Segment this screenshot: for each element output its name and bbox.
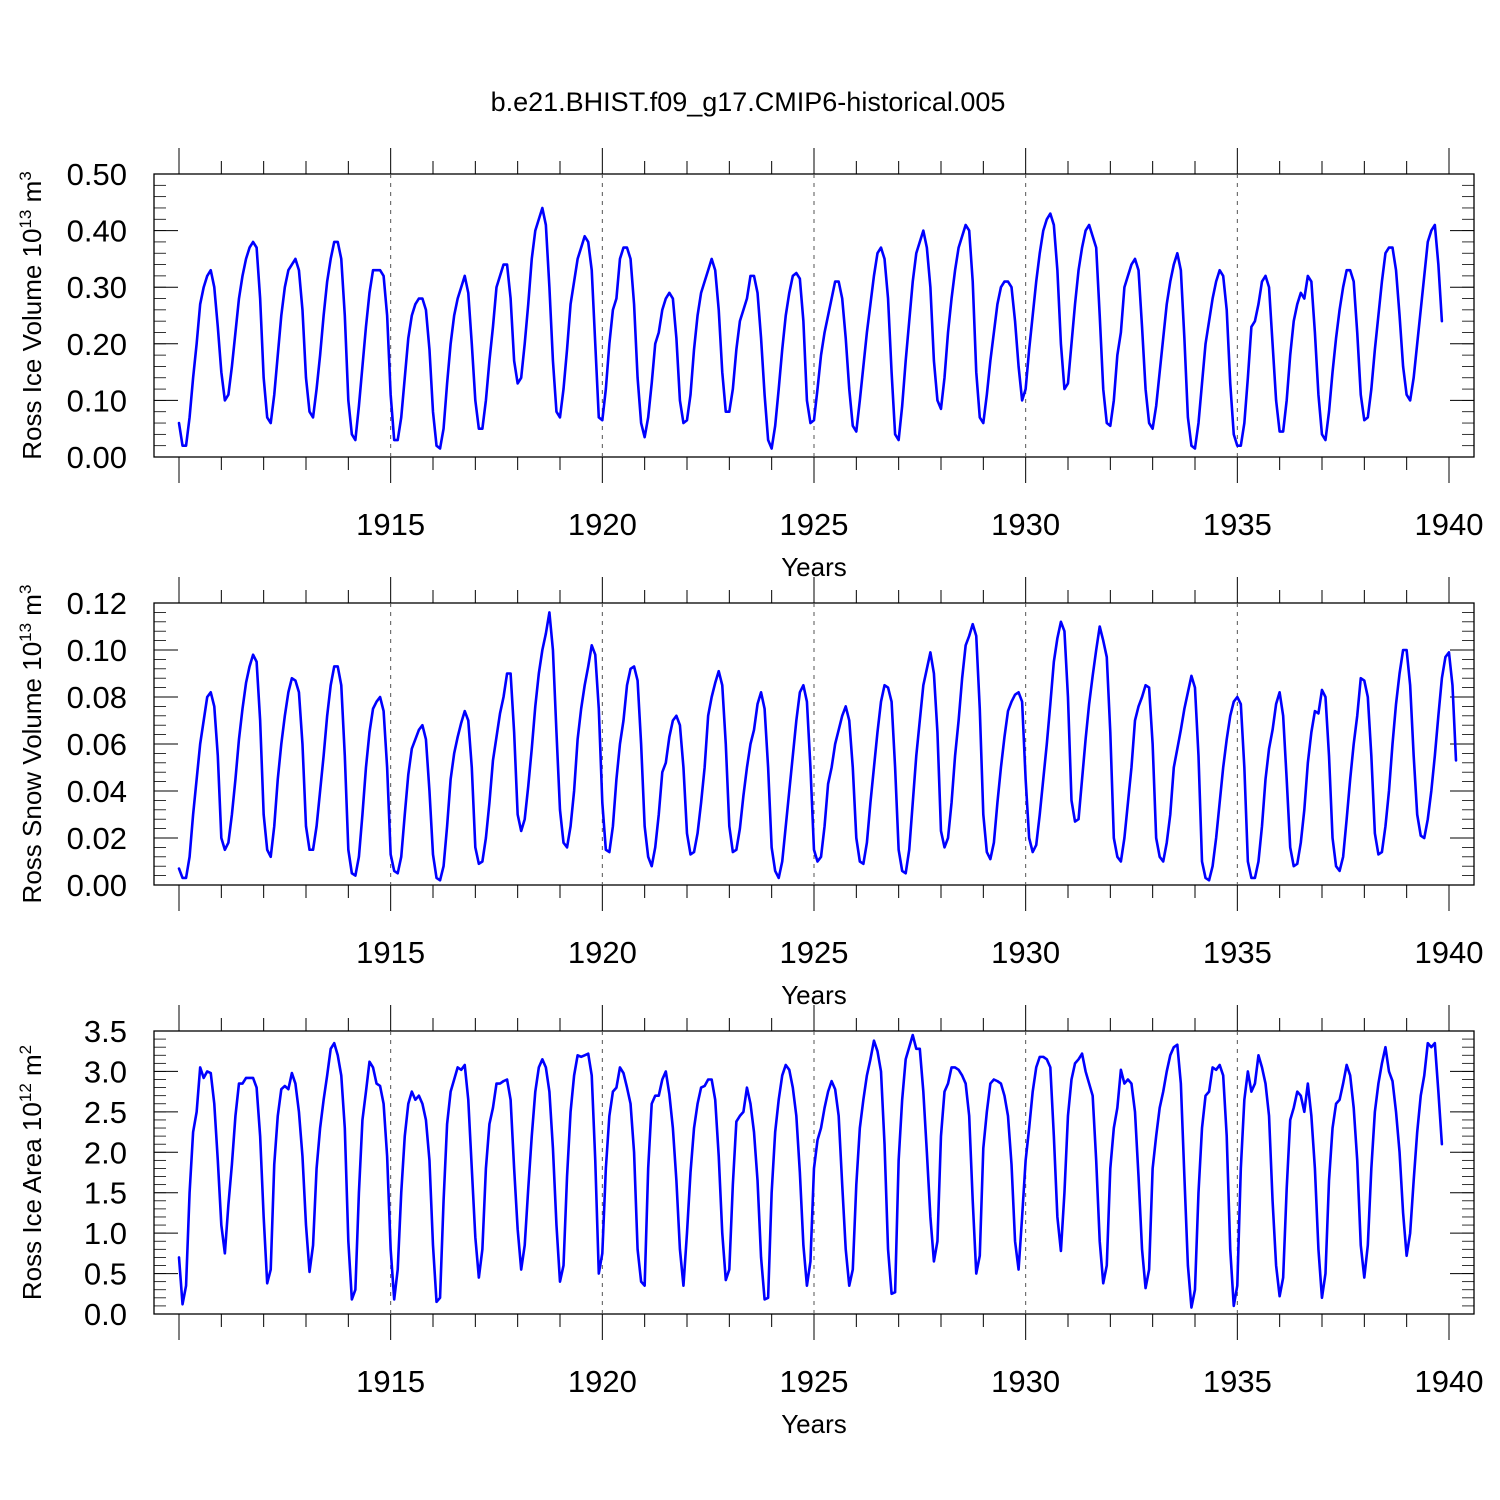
figure-title: b.e21.BHIST.f09_g17.CMIP6-historical.005 <box>491 87 1006 117</box>
y-axis-label: Ross Ice Area 1012 m2 <box>16 1045 47 1300</box>
y-tick-label: 0.0 <box>84 1297 127 1332</box>
y-axis-label-part: Ross Ice Area 10 <box>17 1102 47 1300</box>
y-tick-label: 0.10 <box>67 633 127 668</box>
x-tick-label: 1925 <box>780 507 849 542</box>
x-tick-label: 1920 <box>568 507 637 542</box>
x-tick-label: 1925 <box>780 935 849 970</box>
x-tick-label: 1940 <box>1415 507 1484 542</box>
y-tick-label: 0.50 <box>67 157 127 192</box>
x-tick-label: 1920 <box>568 1364 637 1399</box>
panels: 0.00 0.10 0.20 0.30 0.40 0.50 1915 1920 1925 1930… <box>16 148 1483 1439</box>
chart-panel-2: 0.00 0.02 0.04 0.06 0.08 0.10 0.12 1915 1920 1925… <box>16 577 1483 1010</box>
x-tick-label: 1940 <box>1415 1364 1484 1399</box>
y-axis-label-part: 12 <box>16 1083 35 1102</box>
x-tick-label: 1935 <box>1203 935 1272 970</box>
y-tick-label: 0.00 <box>67 440 127 475</box>
y-tick-label: 0.5 <box>84 1257 127 1292</box>
y-tick-label: 2.0 <box>84 1135 127 1170</box>
y-tick-label: 0.12 <box>67 586 127 621</box>
y-tick-label: 0.00 <box>67 868 127 903</box>
y-axis-label-part: 13 <box>16 210 35 229</box>
x-tick-label: 1915 <box>356 507 425 542</box>
x-tick-label: 1930 <box>991 935 1060 970</box>
y-axis-label-part: Ross Ice Volume 10 <box>17 229 47 460</box>
x-tick-label: 1930 <box>991 1364 1060 1399</box>
y-tick-label: 0.30 <box>67 270 127 305</box>
chart-panel-3: 0.0 0.5 1.0 1.5 2.0 2.5 3.0 3.5 1915 1920 1925 1930… <box>16 1005 1483 1439</box>
y-axis-label-part: Ross Snow Volume 10 <box>17 642 47 904</box>
y-axis-label-part: 2 <box>16 1045 35 1054</box>
series-line-1 <box>177 1033 1444 1309</box>
x-tick-label: 1920 <box>568 935 637 970</box>
y-tick-label: 2.5 <box>84 1095 127 1130</box>
y-axis-label-part: m <box>17 181 47 210</box>
x-tick-label: 1915 <box>356 935 425 970</box>
y-tick-label: 0.20 <box>67 327 127 362</box>
y-tick-label: 0.02 <box>67 821 127 856</box>
x-tick-label: 1935 <box>1203 1364 1272 1399</box>
x-tick-label: 1940 <box>1415 935 1484 970</box>
chart-panel-1: 0.00 0.10 0.20 0.30 0.40 0.50 1915 1920 1925 1930… <box>16 148 1483 582</box>
y-tick-label: 1.5 <box>84 1176 127 1211</box>
y-axis-label-part: 13 <box>16 623 35 642</box>
x-tick-label: 1935 <box>1203 507 1272 542</box>
y-axis-label: Ross Ice Volume 1013 m3 <box>16 171 47 460</box>
y-tick-label: 0.40 <box>67 214 127 249</box>
y-tick-label: 0.10 <box>67 383 127 418</box>
y-tick-label: 0.04 <box>67 774 127 809</box>
y-tick-label: 3.5 <box>84 1014 127 1049</box>
series-line-1 <box>177 611 1458 882</box>
series-line-1 <box>177 206 1444 450</box>
x-tick-label: 1915 <box>356 1364 425 1399</box>
y-tick-label: 1.0 <box>84 1216 127 1251</box>
x-tick-label: 1930 <box>991 507 1060 542</box>
y-tick-label: 0.06 <box>67 727 127 762</box>
y-tick-label: 0.08 <box>67 680 127 715</box>
y-axis-label: Ross Snow Volume 1013 m3 <box>16 585 47 904</box>
y-axis-label-part: m <box>17 1054 47 1083</box>
y-axis-label-part: 3 <box>16 585 35 594</box>
x-tick-label: 1925 <box>780 1364 849 1399</box>
y-tick-label: 3.0 <box>84 1054 127 1089</box>
y-axis-label-part: m <box>17 594 47 623</box>
y-axis-label-part: 3 <box>16 171 35 180</box>
x-axis-label: Years <box>781 1409 847 1439</box>
